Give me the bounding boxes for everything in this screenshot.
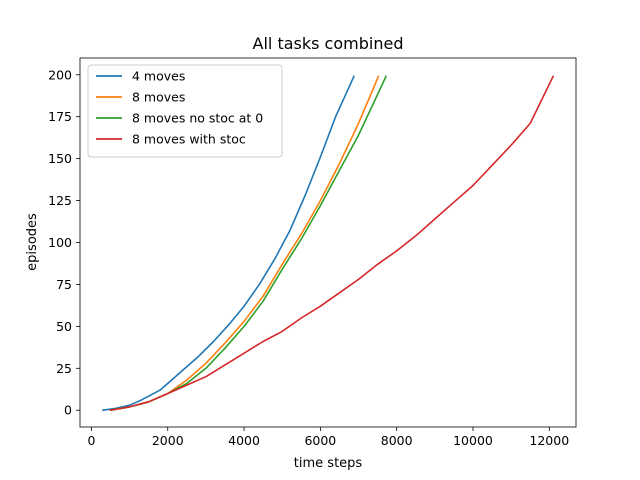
- legend-label-1: 8 moves: [132, 90, 185, 105]
- x-axis: 0 2000 4000 6000 8000 10000 12000: [87, 427, 569, 448]
- y-axis: 0 25 50 75 100 125 150 175 200: [48, 67, 80, 418]
- legend: 4 moves 8 moves 8 moves no stoc at 0 8 move…: [87, 64, 283, 158]
- y-tick-label: 0: [64, 403, 72, 418]
- y-tick-label: 100: [48, 235, 72, 250]
- y-tick-label: 50: [56, 319, 72, 334]
- x-tick-label: 8000: [381, 433, 413, 448]
- x-tick-label: 6000: [304, 433, 336, 448]
- legend-label-0: 4 moves: [132, 69, 185, 84]
- y-tick-label: 150: [48, 151, 72, 166]
- legend-box: [87, 64, 283, 158]
- series-line-3: [109, 75, 555, 412]
- y-tick-label: 125: [48, 193, 72, 208]
- x-tick-label: 4000: [228, 433, 260, 448]
- legend-label-2: 8 moves no stoc at 0: [132, 111, 263, 126]
- x-axis-label: time steps: [294, 456, 363, 471]
- chart-title: All tasks combined: [253, 34, 404, 53]
- y-axis-label: episodes: [25, 213, 40, 271]
- x-tick-label: 12000: [529, 433, 569, 448]
- series-line-0: [101, 75, 355, 412]
- x-tick-label: 0: [87, 433, 95, 448]
- y-tick-label: 75: [56, 277, 72, 292]
- y-tick-label: 25: [56, 361, 72, 376]
- x-tick-label: 2000: [152, 433, 184, 448]
- y-tick-label: 175: [48, 109, 72, 124]
- legend-label-3: 8 moves with stoc: [132, 132, 246, 147]
- y-tick-label: 200: [48, 67, 72, 82]
- x-tick-label: 10000: [453, 433, 493, 448]
- plot-area: [101, 75, 555, 412]
